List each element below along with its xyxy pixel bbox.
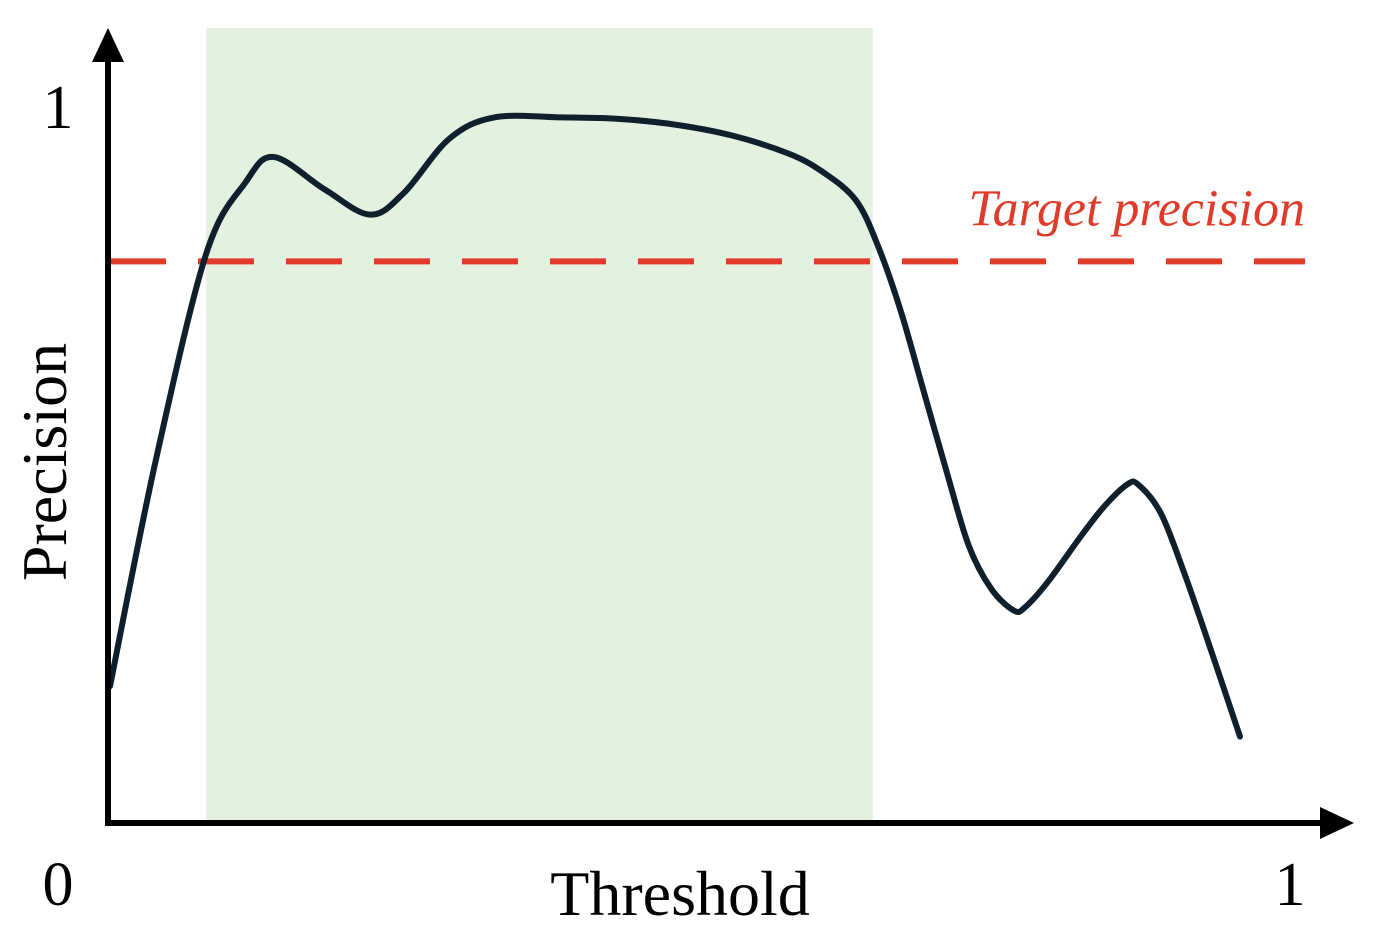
- target-precision-label: Target precision: [968, 180, 1305, 237]
- y-axis-arrow: [92, 28, 124, 62]
- x-axis-arrow: [1320, 807, 1354, 839]
- x-axis-label: Threshold: [550, 858, 810, 929]
- x-tick-label-max: 1: [1275, 851, 1306, 919]
- origin-tick-label: 0: [43, 851, 74, 919]
- y-tick-label-max: 1: [43, 74, 74, 142]
- y-axis-label: Precision: [9, 343, 80, 581]
- precision-curve: [107, 112, 1243, 740]
- highlight-region: [206, 28, 873, 823]
